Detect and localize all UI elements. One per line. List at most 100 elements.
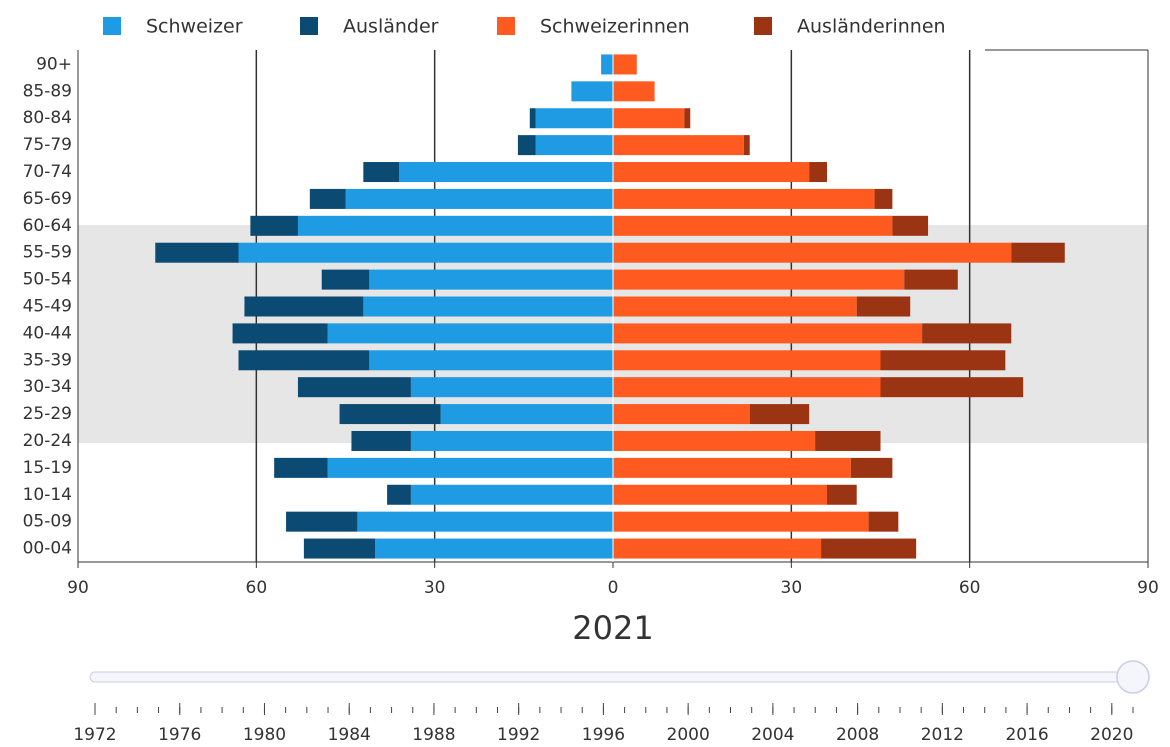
bar	[904, 269, 958, 290]
slider-tick-label: 1984	[328, 725, 371, 745]
y-tick-label: 30-34	[23, 377, 72, 397]
y-tick-label: 45-49	[23, 297, 72, 317]
bar	[410, 484, 613, 505]
bar	[357, 511, 613, 532]
legend-label[interactable]: Schweizerinnen	[540, 16, 690, 38]
y-tick-label: 35-39	[23, 350, 72, 370]
bar	[232, 323, 328, 344]
y-tick-label: 40-44	[23, 323, 72, 343]
legend-swatch[interactable]	[497, 17, 515, 35]
bar	[613, 511, 869, 532]
bar	[321, 269, 370, 290]
legend-label[interactable]: Ausländerinnen	[797, 16, 946, 38]
y-tick-label: 20-24	[23, 431, 72, 451]
y-tick-label: 25-29	[23, 404, 72, 424]
x-tick-label: 0	[608, 578, 619, 598]
slider-tick-label: 1980	[243, 725, 286, 745]
legend-label[interactable]: Schweizer	[146, 16, 243, 38]
bar	[743, 135, 750, 156]
bar	[868, 511, 899, 532]
x-tick-label: 90	[1137, 578, 1159, 598]
bar	[613, 108, 685, 129]
bar	[684, 108, 691, 129]
slider-tick-label: 1988	[412, 725, 455, 745]
bar	[529, 108, 536, 129]
bar	[250, 215, 298, 236]
bar	[369, 350, 613, 371]
bar	[410, 377, 613, 398]
bar	[856, 296, 911, 317]
legend-label[interactable]: Ausländer	[343, 16, 439, 38]
y-tick-label: 05-09	[23, 512, 72, 532]
bar	[613, 323, 923, 344]
y-tick-label: 80-84	[23, 108, 72, 128]
year-title: 2021	[572, 609, 653, 647]
y-tick-label: 55-59	[23, 243, 72, 263]
y-tick-label: 70-74	[23, 162, 72, 182]
legend-swatch[interactable]	[300, 17, 318, 35]
slider-tick-label: 2020	[1090, 725, 1133, 745]
bar	[410, 430, 613, 451]
bar	[880, 377, 1024, 398]
bar	[363, 296, 613, 317]
bar	[327, 457, 613, 478]
bar	[850, 457, 893, 478]
y-tick-label: 75-79	[23, 135, 72, 155]
x-tick-label: 30	[424, 578, 446, 598]
bar	[749, 404, 810, 425]
bar	[274, 457, 328, 478]
bar	[613, 81, 655, 102]
bar	[809, 162, 827, 183]
bar	[399, 162, 613, 183]
bar	[363, 162, 399, 183]
slider-tick-label: 1992	[497, 725, 540, 745]
y-tick-label: 50-54	[23, 270, 72, 290]
y-tick-label: 85-89	[23, 81, 72, 101]
bar	[387, 484, 411, 505]
y-tick-label: 15-19	[23, 458, 72, 478]
bar	[535, 135, 613, 156]
bar	[613, 242, 1012, 263]
bar	[535, 108, 613, 129]
bar	[303, 538, 376, 559]
y-tick-label: 65-69	[23, 189, 72, 209]
bar	[613, 377, 881, 398]
legend-swatch[interactable]	[103, 17, 121, 35]
bar	[1011, 242, 1065, 263]
bar	[351, 430, 411, 451]
bar	[613, 430, 816, 451]
slider-tick-label: 1972	[73, 725, 116, 745]
y-tick-label: 90+	[36, 54, 72, 74]
slider-tick-label: 1996	[582, 725, 625, 745]
bar	[613, 350, 881, 371]
bar	[880, 350, 1006, 371]
bar	[821, 538, 917, 559]
bar	[613, 404, 750, 425]
bar	[238, 350, 370, 371]
bar	[827, 484, 857, 505]
bar	[613, 269, 905, 290]
bar	[286, 511, 358, 532]
bar	[327, 323, 613, 344]
bar	[375, 538, 613, 559]
bar	[345, 188, 613, 209]
bar	[517, 135, 536, 156]
bar	[613, 538, 822, 559]
x-tick-label: 90	[67, 578, 89, 598]
slider-knob[interactable]	[1116, 660, 1150, 694]
bar	[155, 242, 239, 263]
slider-tick-label: 2008	[836, 725, 879, 745]
legend-swatch[interactable]	[754, 17, 772, 35]
bar	[440, 404, 613, 425]
bar	[244, 296, 364, 317]
bar	[571, 81, 613, 102]
slider-track[interactable]	[89, 671, 1136, 683]
bar	[309, 188, 346, 209]
bar	[601, 54, 613, 75]
bar	[369, 269, 613, 290]
y-tick-label: 60-64	[23, 216, 72, 236]
bar	[613, 54, 637, 75]
slider-tick-label: 1976	[158, 725, 201, 745]
y-tick-label: 00-04	[23, 539, 72, 559]
x-tick-label: 60	[246, 578, 268, 598]
